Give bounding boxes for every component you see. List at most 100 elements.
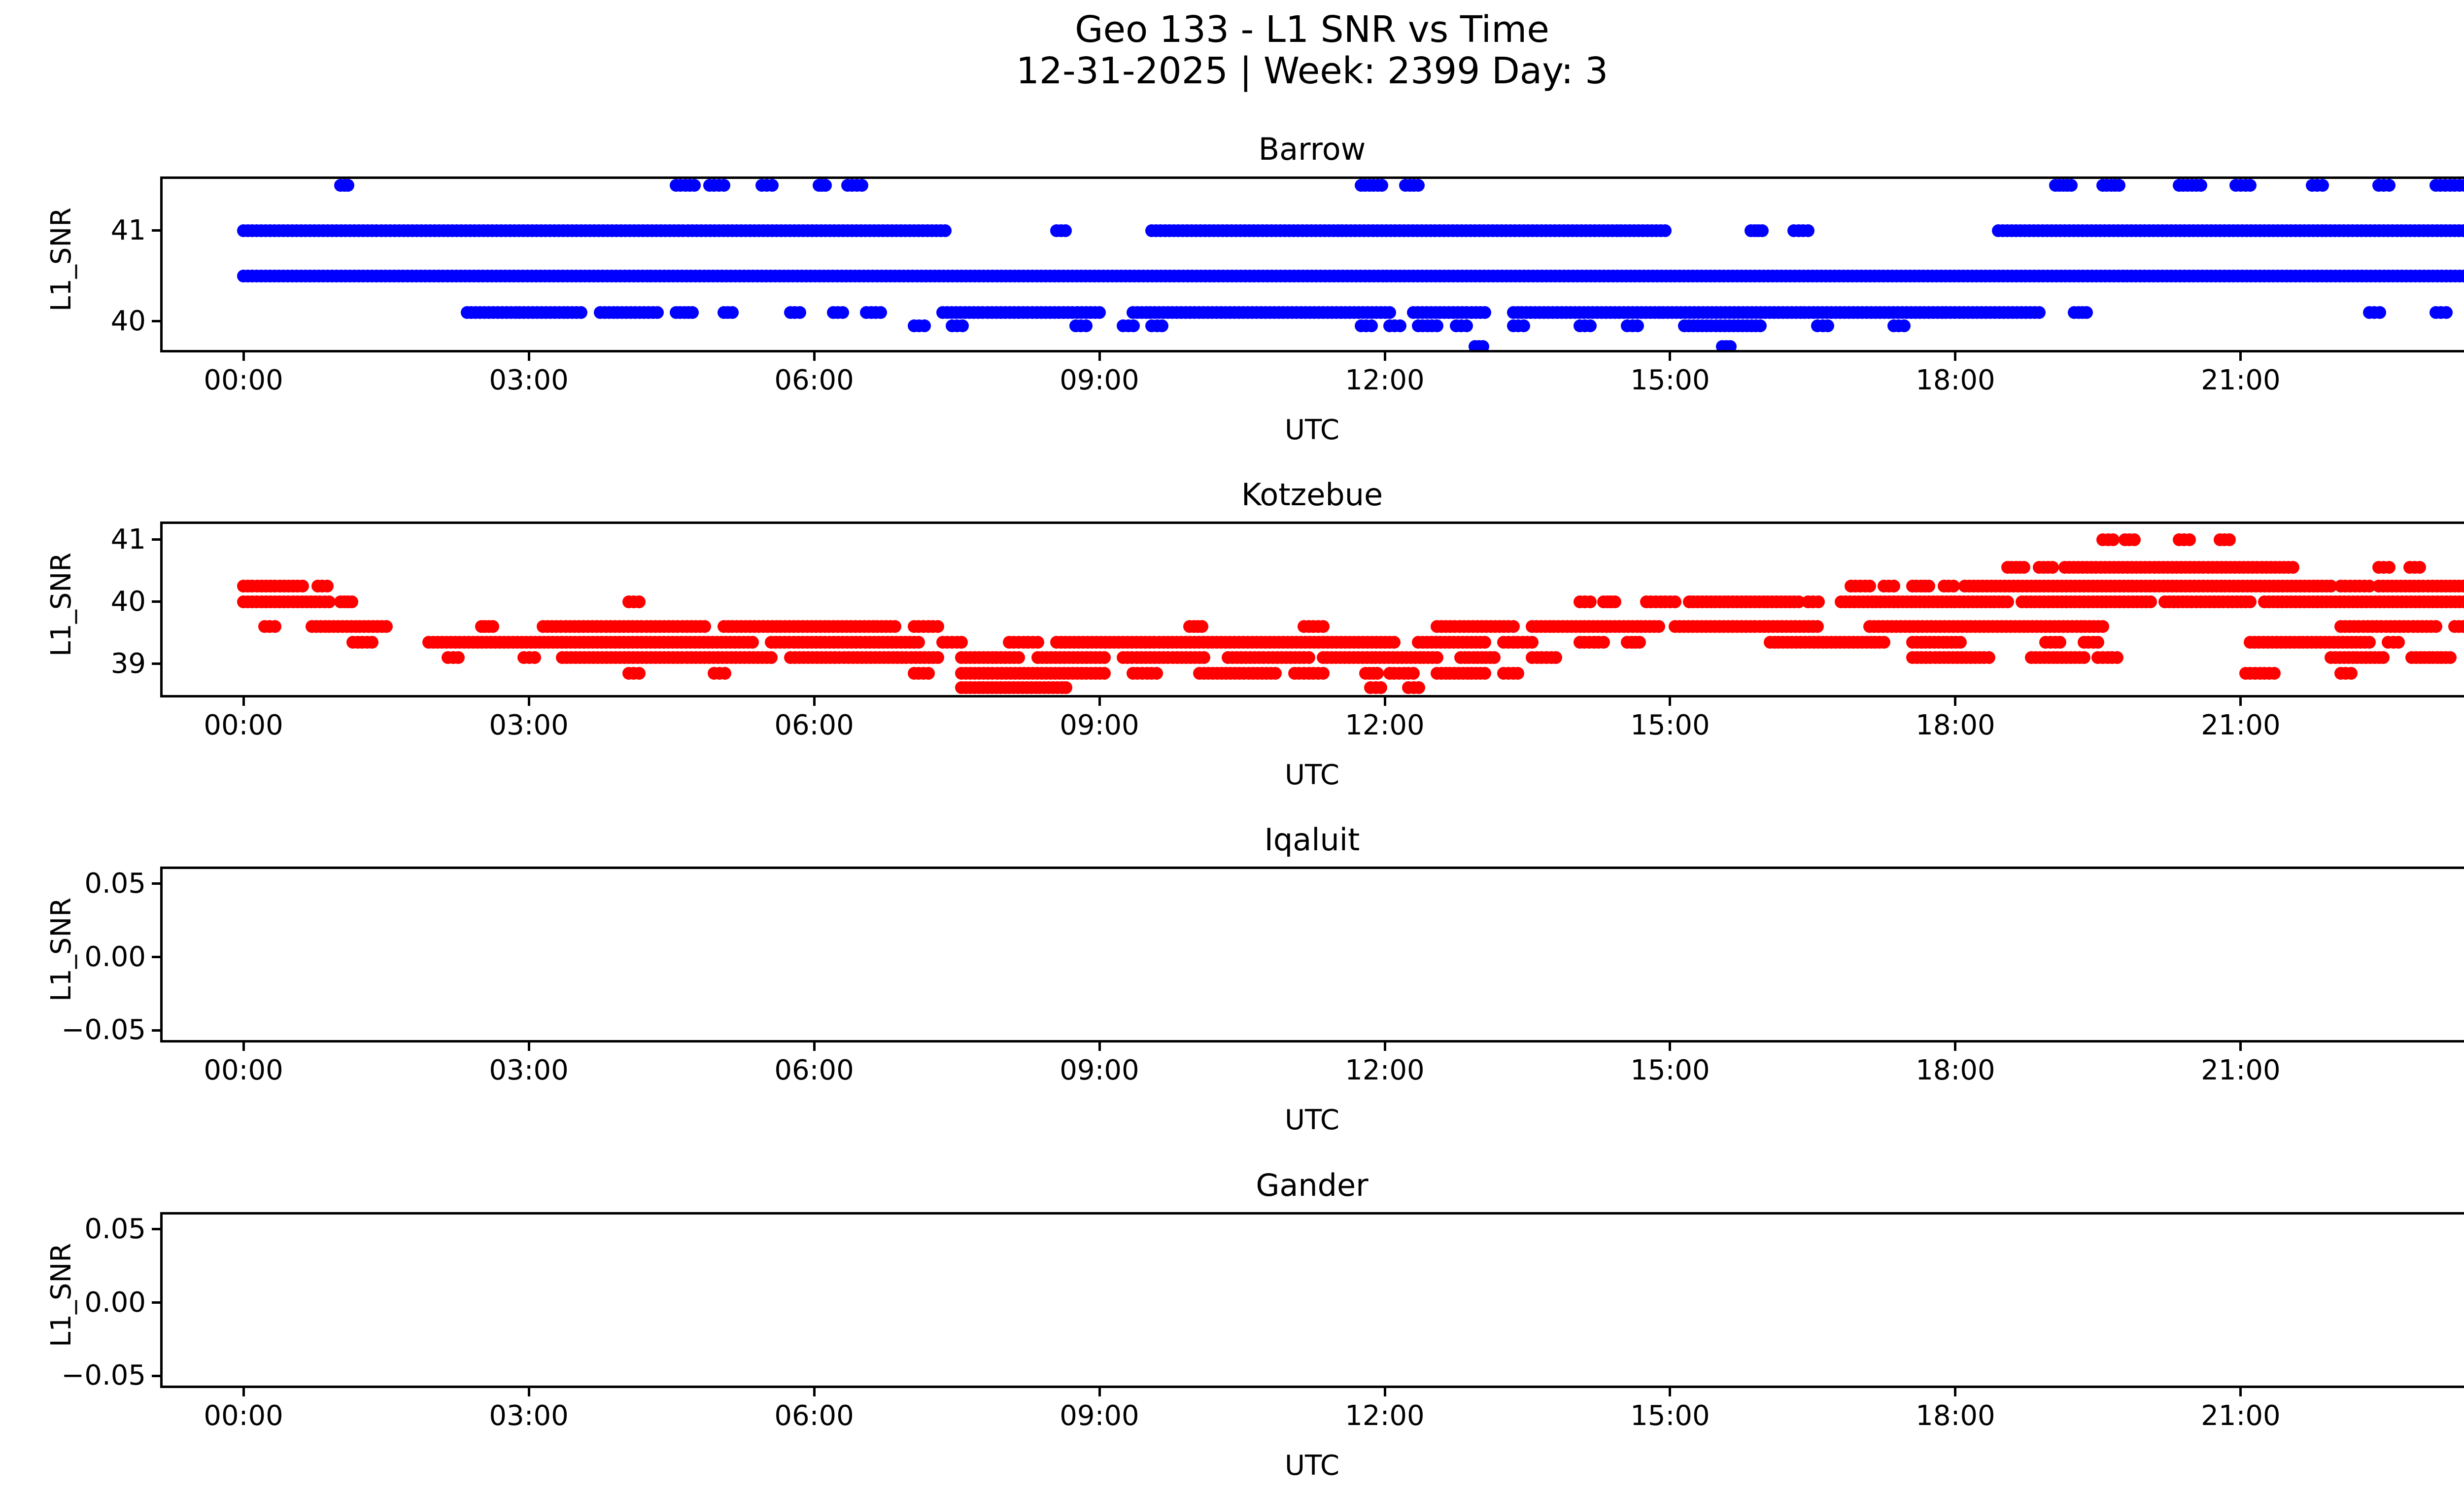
- axes-kotzebue: 41 40 39 00:00 03:00 06:00 09:00 12:00 15:00 18:0…: [111, 522, 2464, 739]
- data-point: [379, 620, 393, 633]
- y-tick-mark: [152, 1228, 163, 1231]
- data-point: [1633, 635, 1646, 649]
- x-tick-label: 12:00: [1345, 1054, 1425, 1086]
- data-point: [1506, 620, 1520, 633]
- x-tick-mark: [1669, 1386, 1672, 1396]
- data-point: [1511, 666, 1525, 680]
- x-tick-label: 18:00: [1916, 1400, 1995, 1432]
- subplot-title-kotzebue: Kotzebue: [1241, 477, 1383, 513]
- y-tick-label: 0.00: [84, 940, 146, 973]
- data-point: [1093, 306, 1106, 319]
- y-tick-label: 40: [110, 305, 146, 337]
- data-point: [1316, 666, 1330, 680]
- data-point: [2077, 651, 2090, 664]
- data-point: [1127, 319, 1140, 333]
- data-point: [486, 620, 499, 633]
- data-point: [345, 595, 359, 608]
- y-axis-label-barrow: L1_SNR: [45, 207, 77, 312]
- x-tick-label: 03:00: [489, 1054, 569, 1086]
- data-point: [746, 635, 759, 649]
- data-point: [717, 179, 730, 192]
- x-tick-label: 03:00: [489, 364, 569, 396]
- data-point: [1412, 681, 1426, 694]
- data-point: [2383, 179, 2396, 192]
- x-tick-mark: [2239, 1040, 2242, 1051]
- x-tick-label: 06:00: [774, 1400, 854, 1432]
- data-point: [2443, 651, 2457, 664]
- plot-area-barrow: [163, 179, 2464, 350]
- data-point: [1460, 319, 1473, 333]
- data-point: [766, 179, 779, 192]
- data-point: [836, 306, 849, 319]
- y-tick-label: 0.05: [84, 1213, 146, 1245]
- x-tick-mark: [1383, 1040, 1386, 1051]
- data-point: [650, 306, 664, 319]
- data-point: [1608, 595, 1622, 608]
- data-point: [632, 666, 646, 680]
- figure-suptitle: Geo 133 - L1 SNR vs Time 12-31-2025 | We…: [0, 9, 2464, 92]
- subplot-title-gander: Gander: [1256, 1167, 1369, 1203]
- data-point: [2267, 666, 2281, 680]
- x-tick-label: 15:00: [1630, 1054, 1710, 1086]
- data-point: [1756, 224, 1769, 237]
- data-point: [2439, 306, 2453, 319]
- axes-barrow: 41 40 00:00 03:00 06:00 09:00 12:00 15:00 18:00 2…: [111, 176, 2464, 394]
- data-point: [1659, 224, 1672, 237]
- x-tick-mark: [2239, 1386, 2242, 1396]
- x-tick-mark: [242, 350, 245, 361]
- data-point: [1754, 319, 1767, 333]
- data-point: [365, 635, 378, 649]
- x-tick-label: 06:00: [774, 1054, 854, 1086]
- x-axis-label-iqaluit: UTC: [1284, 1104, 1339, 1136]
- data-point: [342, 179, 355, 192]
- y-axis-label-iqaluit: L1_SNR: [45, 897, 77, 1002]
- data-point: [956, 319, 969, 333]
- y-tick-mark: [152, 1301, 163, 1304]
- data-point: [296, 580, 309, 593]
- x-tick-label: 15:00: [1630, 1400, 1710, 1432]
- data-point: [1863, 580, 1877, 593]
- data-point: [765, 651, 778, 664]
- x-tick-mark: [1954, 350, 1957, 361]
- x-tick-label: 18:00: [1916, 709, 1995, 741]
- data-point: [1487, 651, 1501, 664]
- x-tick-label: 09:00: [1060, 1400, 1139, 1432]
- data-point: [1374, 681, 1388, 694]
- data-point: [1526, 635, 1539, 649]
- axes-iqaluit: 0.05 0.00 −0.05 00:00 03:00 06:00 09:00 12:00 15…: [61, 867, 2464, 1084]
- data-point: [528, 651, 541, 664]
- data-point: [819, 179, 832, 192]
- data-point: [1597, 635, 1610, 649]
- y-tick-mark: [152, 1029, 163, 1032]
- data-point: [955, 635, 968, 649]
- data-point: [687, 179, 701, 192]
- y-tick-mark: [152, 600, 163, 603]
- y-axis-label-gander: L1_SNR: [45, 1243, 77, 1347]
- data-point: [1982, 651, 1995, 664]
- x-tick-mark: [1669, 695, 1672, 706]
- data-point: [1953, 635, 1967, 649]
- data-point: [2223, 533, 2236, 546]
- data-point: [1383, 306, 1396, 319]
- data-point: [1583, 319, 1597, 333]
- data-point: [1812, 595, 1825, 608]
- subplot-title-iqaluit: Iqaluit: [1264, 822, 1360, 858]
- data-point: [1723, 340, 1737, 350]
- data-point: [1821, 319, 1835, 333]
- x-tick-mark: [1669, 350, 1672, 361]
- data-point: [1370, 666, 1384, 680]
- data-point: [2362, 635, 2376, 649]
- data-point: [912, 635, 925, 649]
- y-tick-mark: [152, 538, 163, 541]
- data-point: [1517, 319, 1530, 333]
- y-tick-mark: [152, 882, 163, 885]
- data-point: [268, 620, 281, 633]
- plot-area-gander: [163, 1215, 2464, 1386]
- data-point: [1897, 319, 1911, 333]
- x-tick-label: 09:00: [1060, 709, 1139, 741]
- data-point: [1079, 319, 1093, 333]
- suptitle-line-1: Geo 133 - L1 SNR vs Time: [1075, 8, 1549, 51]
- data-point: [1549, 651, 1563, 664]
- x-axis-label-barrow: UTC: [1284, 414, 1339, 446]
